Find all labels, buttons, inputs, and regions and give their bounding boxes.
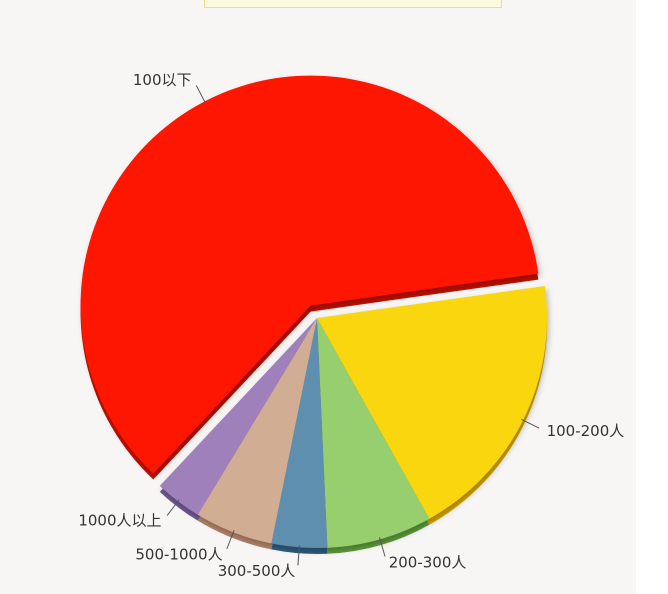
pie-slice-100-200 <box>317 285 547 519</box>
leader-line-300-500 <box>297 545 300 566</box>
leader-line-under-100 <box>195 85 206 104</box>
label-leaders <box>166 85 540 566</box>
top-banner <box>204 0 502 8</box>
pie-slice-500-1000 <box>197 318 317 544</box>
slice-label-200-300: 200-300人 <box>389 553 467 571</box>
slice-label-500-1000: 500-1000人 <box>135 546 222 564</box>
pie-slice-200-300 <box>317 318 430 548</box>
pie-slices <box>80 75 547 548</box>
leader-line-200-300 <box>379 537 386 557</box>
slice-label-100-200: 100-200人 <box>547 422 625 440</box>
leader-line-1000-plus <box>166 499 180 516</box>
leader-line-500-1000 <box>226 530 235 550</box>
pie-slice-1000-plus <box>159 318 317 515</box>
slice-label-under-100: 100以下 <box>133 71 192 89</box>
pie-slice-300-500 <box>271 318 328 548</box>
slice-label-1000-plus: 1000人以上 <box>78 511 161 529</box>
pie-slice-under-100 <box>80 75 539 474</box>
leader-line-100-200 <box>521 418 540 429</box>
slice-label-300-500: 300-500人 <box>218 562 296 580</box>
